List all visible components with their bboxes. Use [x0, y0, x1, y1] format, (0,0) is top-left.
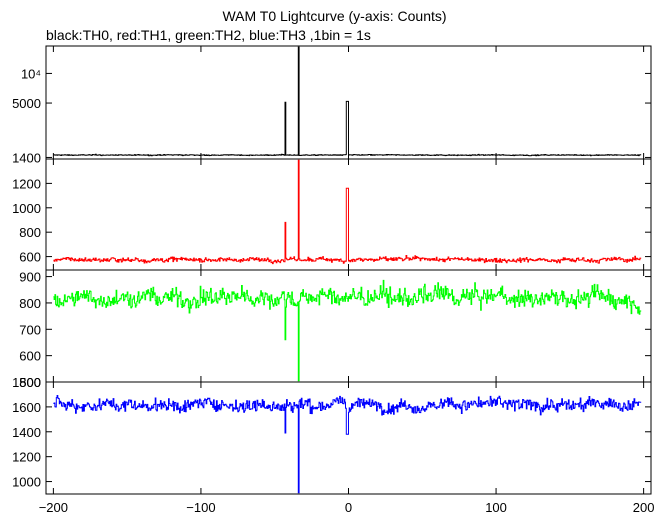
y-tick-label-th3-2: 1400 — [12, 425, 41, 440]
y-tick-label-th1-1: 1200 — [12, 176, 41, 191]
y-tick-label-th1-3: 800 — [19, 225, 41, 240]
x-tick-label-0: −200 — [39, 500, 68, 515]
y-tick-label-th1-4: 600 — [19, 250, 41, 265]
panel-frame-th3 — [45, 381, 652, 495]
x-tick-label-3: 100 — [485, 500, 507, 515]
series-line-th0 — [53, 46, 642, 157]
y-tick-label-th3-4: 1000 — [12, 475, 41, 490]
y-tick-label-th0-0: 10⁴ — [21, 66, 41, 81]
y-tick-label-th3-1: 1600 — [12, 400, 41, 415]
series-line-th3 — [53, 395, 642, 494]
y-tick-label-th3-0: 1800 — [12, 375, 41, 390]
y-tick-label-th3-3: 1200 — [12, 450, 41, 465]
series-line-th1 — [53, 159, 642, 265]
x-tick-label-4: 200 — [633, 500, 655, 515]
y-tick-label-th2-4: 500 — [19, 375, 41, 390]
y-tick-label-th2-2: 700 — [19, 322, 41, 337]
y-tick-label-th0-1: 5000 — [12, 96, 41, 111]
y-tick-label-th2-3: 600 — [19, 349, 41, 364]
chart-title: WAM T0 Lightcurve (y-axis: Counts) — [222, 8, 447, 24]
series-line-th2 — [53, 279, 642, 382]
y-tick-label-th2-0: 900 — [19, 270, 41, 285]
y-tick-label-th0-2: 1400 — [12, 150, 41, 165]
x-tick-label-1: −100 — [186, 500, 215, 515]
panel-frame-th2 — [45, 269, 652, 383]
y-tick-label-th1-2: 1000 — [12, 201, 41, 216]
chart-subtitle: black:TH0, red:TH1, green:TH2, blue:TH3 … — [46, 27, 371, 43]
y-tick-label-th2-1: 800 — [19, 296, 41, 311]
x-tick-label-2: 0 — [345, 500, 352, 515]
